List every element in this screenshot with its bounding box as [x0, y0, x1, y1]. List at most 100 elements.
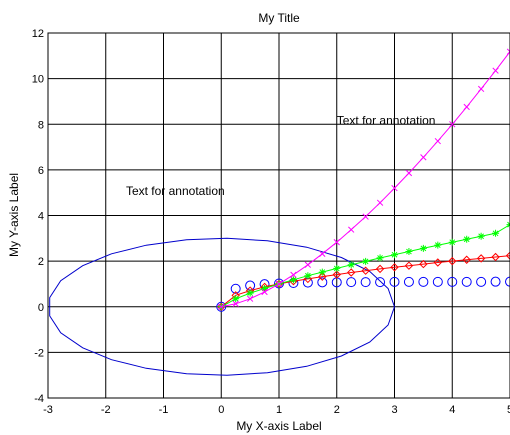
x-tick-label: -2	[101, 404, 111, 416]
series-2-point-10	[361, 266, 370, 275]
series-1-point-20	[505, 276, 510, 287]
series-4-point-15	[434, 137, 441, 145]
series-3-point-15	[434, 241, 442, 249]
annotations-layer: Text for annotation Text for annotation	[126, 113, 436, 198]
series-3-point-17	[463, 235, 471, 243]
series-3-point-12	[391, 251, 398, 259]
series-3-point-3	[261, 285, 269, 292]
series-4-point-10	[362, 213, 369, 220]
series-1	[216, 276, 510, 312]
series-4-point-0	[218, 303, 225, 310]
series-3-point-7	[318, 268, 326, 276]
y-tick-label: -2	[34, 347, 44, 359]
series-3-point-8	[333, 264, 341, 272]
y-tick-label: 6	[38, 165, 44, 177]
series-1-point-2	[245, 280, 256, 291]
series-1-point-18	[476, 276, 487, 287]
series-3-point-10	[362, 257, 370, 265]
x-tick-label: 3	[391, 404, 397, 416]
series-layer	[49, 48, 510, 376]
series-2-point-20	[505, 251, 510, 260]
series-1-point-19	[490, 276, 501, 287]
series-4-point-7	[319, 250, 326, 257]
series-1-point-11	[375, 277, 386, 288]
series-2-point-8	[332, 270, 341, 279]
series-3-point-19	[492, 229, 500, 237]
series-1-point-14	[418, 276, 429, 287]
y-tick-label: 4	[38, 211, 44, 223]
series-1-point-7	[317, 277, 328, 288]
x-tick-label: 4	[449, 404, 455, 416]
series-3-point-2	[246, 289, 254, 297]
x-tick-label: -3	[43, 404, 53, 416]
series-2-point-13	[404, 261, 414, 270]
series-1-point-15	[432, 276, 443, 287]
series-3-point-11	[376, 254, 384, 262]
series-1-point-10	[360, 277, 371, 288]
y-tick-label: 8	[38, 119, 44, 131]
series-4-point-3	[261, 288, 268, 296]
series-4-point-20	[506, 48, 510, 55]
series-0	[49, 237, 395, 376]
series-3-point-18	[477, 232, 485, 240]
x-tick-label: 1	[276, 404, 282, 416]
y-tick-label: -4	[34, 393, 44, 405]
series-0-line	[49, 237, 395, 376]
series-1-point-1	[230, 283, 241, 294]
y-tick-label: 10	[32, 74, 44, 86]
series-1-point-13	[403, 276, 414, 287]
series-2-point-7	[318, 272, 327, 281]
series-2-point-19	[491, 252, 500, 262]
series-4-point-17	[463, 103, 470, 111]
y-tick-label: 12	[32, 28, 44, 40]
x-axis-label: My X-axis Label	[236, 419, 321, 433]
series-4-point-13	[405, 169, 413, 177]
series-4-point-9	[348, 226, 355, 233]
series-3-point-20	[506, 221, 510, 229]
series-3-point-16	[448, 238, 456, 246]
series-3-point-1	[232, 295, 240, 303]
series-1-point-16	[447, 276, 458, 287]
x-tick-label: -1	[159, 404, 169, 416]
plot-frame	[47, 32, 510, 399]
x-tick-label: 2	[334, 404, 340, 416]
series-4-point-12	[391, 184, 398, 192]
series-4-line	[221, 51, 510, 308]
series-3-point-5	[289, 276, 297, 284]
series-4-point-1	[232, 300, 239, 307]
grid-lines	[47, 32, 510, 399]
x-tick-label: 0	[218, 404, 224, 416]
series-2-point-11	[375, 264, 385, 274]
series-3-point-6	[304, 272, 312, 280]
series-2-point-14	[419, 259, 428, 269]
annotation-text: Text for annotation	[337, 113, 436, 127]
y-tick-label: 0	[38, 302, 44, 314]
series-4-point-19	[492, 67, 499, 74]
series-1-point-17	[461, 276, 472, 287]
y-axis-label: My Y-axis Label	[7, 173, 21, 257]
series-3-point-9	[347, 261, 355, 269]
series-4-point-4	[275, 280, 283, 288]
series-1-point-0	[216, 301, 227, 312]
series-4-point-16	[449, 121, 456, 128]
series-4-point-2	[246, 295, 254, 302]
series-2-point-12	[390, 263, 399, 272]
y-tick-label: 2	[38, 256, 44, 268]
series-4-point-11	[376, 199, 384, 206]
annotation-text: Text for annotation	[126, 184, 225, 198]
series-3-point-14	[419, 244, 427, 252]
series-1-point-12	[389, 276, 400, 287]
series-2-point-18	[476, 254, 486, 263]
series-2-point-17	[462, 255, 471, 264]
series-2-point-9	[346, 268, 356, 277]
x-tick-label: 5	[507, 404, 510, 416]
series-4	[218, 48, 510, 310]
series-1-point-9	[346, 277, 357, 288]
series-2-line	[220, 255, 510, 308]
series-4-point-18	[477, 85, 485, 93]
series-2-point-16	[448, 256, 457, 266]
series-4-point-5	[290, 271, 297, 278]
series-3-point-13	[405, 248, 413, 256]
